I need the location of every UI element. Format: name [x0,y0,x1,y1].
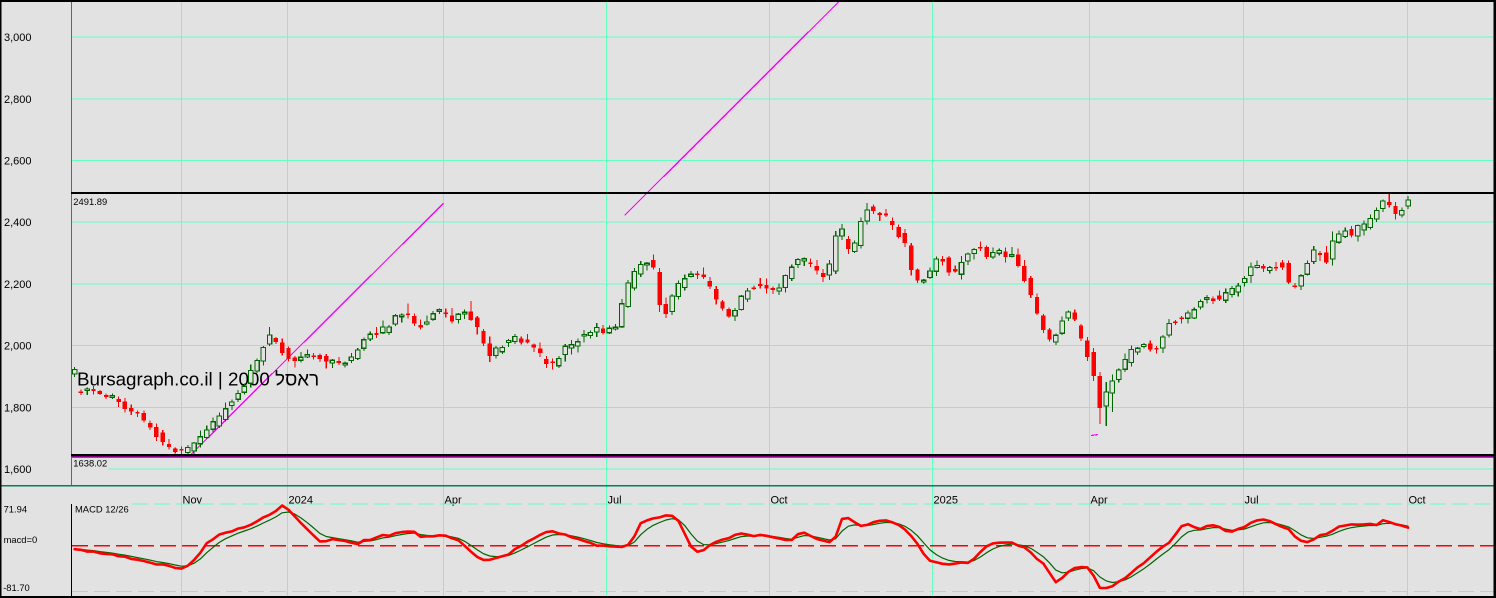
svg-text:Oct: Oct [771,495,788,507]
svg-text:2,000: 2,000 [4,341,32,353]
svg-text:2025: 2025 [934,495,958,507]
svg-text:2024: 2024 [289,495,313,507]
svg-text:MACD 12/26: MACD 12/26 [75,503,129,514]
svg-text:2,600: 2,600 [4,156,32,168]
svg-text:Nov: Nov [183,495,203,507]
svg-text:macd=0: macd=0 [4,534,38,545]
svg-text:Jul: Jul [608,495,622,507]
svg-text:Apr: Apr [1091,495,1108,507]
svg-text:2491.89: 2491.89 [73,196,107,207]
svg-text:3,000: 3,000 [4,32,32,44]
svg-text:2,400: 2,400 [4,217,32,229]
svg-text:1,800: 1,800 [4,402,32,414]
svg-text:71.94: 71.94 [4,503,27,514]
svg-text:1638.02: 1638.02 [73,458,107,469]
svg-text:2,200: 2,200 [4,279,32,291]
svg-text:Oct: Oct [1409,495,1426,507]
svg-text:Apr: Apr [445,495,462,507]
svg-text:Jul: Jul [1245,495,1259,507]
svg-text:2,800: 2,800 [4,94,32,106]
svg-text:-81.70: -81.70 [3,582,30,593]
svg-text:1,600: 1,600 [4,464,32,476]
svg-text:Bursagraph.co.il | 2000 ראסל: Bursagraph.co.il | 2000 ראסל [77,369,319,390]
